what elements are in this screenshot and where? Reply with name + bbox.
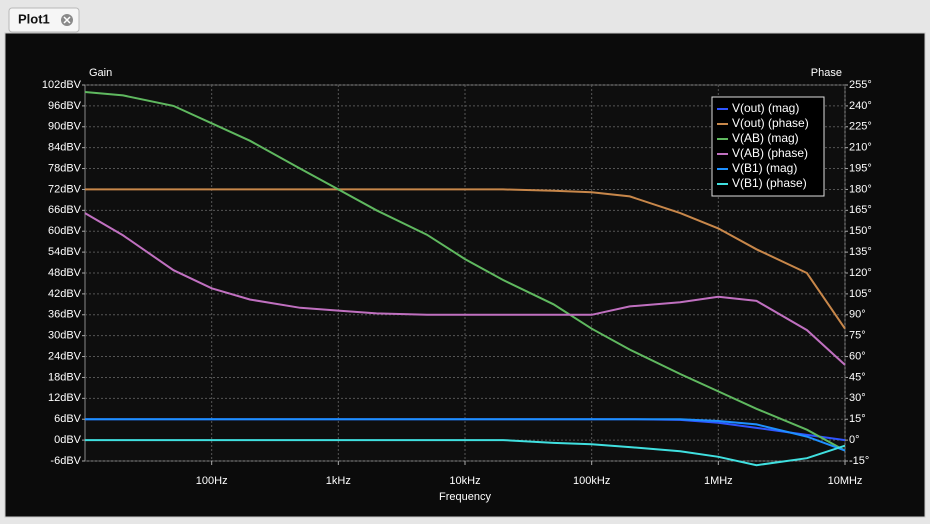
y-tick-label: 42dBV <box>48 288 82 300</box>
y-tick-label: 96dBV <box>48 100 82 112</box>
y-tick-label: 66dBV <box>48 204 82 216</box>
y-tick-label: 0dBV <box>54 434 82 446</box>
y-tick-label: 54dBV <box>48 246 82 258</box>
y2-tick-label: 15° <box>849 413 866 425</box>
y-tick-label: -6dBV <box>50 455 81 467</box>
series-line <box>84 91 846 452</box>
x-tick-label: 100Hz <box>196 475 228 487</box>
x-tick-label: 10kHz <box>449 475 480 487</box>
y2-tick-label: 75° <box>849 330 866 342</box>
y2-tick-label: 0° <box>849 434 860 446</box>
y2-tick-label: 45° <box>849 371 866 383</box>
y2-tick-label: 90° <box>849 309 866 321</box>
legend-label: V(AB) (mag) <box>732 131 799 145</box>
series-line <box>84 212 846 366</box>
y-tick-label: 102dBV <box>42 79 82 91</box>
series-line <box>85 418 846 452</box>
x-tick-label: 10MHz <box>828 475 863 487</box>
y2-tick-label: 195° <box>849 162 872 174</box>
tab-close-icon <box>63 16 71 24</box>
y-tick-label: 12dBV <box>48 392 82 404</box>
y-tick-label: 72dBV <box>48 183 82 195</box>
x-tick-label: 1MHz <box>704 475 733 487</box>
series-line <box>85 439 846 467</box>
y2-tick-label: 135° <box>849 246 872 258</box>
x-tick-label: 100kHz <box>573 475 610 487</box>
tab-title: Plot1 <box>18 11 50 26</box>
y-tick-label: 36dBV <box>48 309 82 321</box>
y2-tick-label: 150° <box>849 225 872 237</box>
y2-tick-label: 30° <box>849 392 866 404</box>
y-tick-label: 84dBV <box>48 142 82 154</box>
y2-tick-label: 105° <box>849 288 872 300</box>
y2-tick-label: 120° <box>849 267 872 279</box>
y-axis-label: Gain <box>89 67 112 79</box>
y-tick-label: 18dBV <box>48 371 82 383</box>
y2-tick-label: 210° <box>849 142 872 154</box>
legend: V(out) (mag)V(out) (phase)V(AB) (mag)V(A… <box>711 96 825 197</box>
y2-tick-label: -15° <box>849 455 869 467</box>
y2-tick-label: 225° <box>849 121 872 133</box>
legend-label: V(B1) (mag) <box>732 161 797 175</box>
legend-label: V(out) (mag) <box>732 101 799 115</box>
y-tick-label: 30dBV <box>48 330 82 342</box>
y2-tick-label: 240° <box>849 100 872 112</box>
y-tick-label: 90dBV <box>48 121 82 133</box>
y-tick-label: 60dBV <box>48 225 82 237</box>
legend-label: V(out) (phase) <box>732 116 809 130</box>
y-tick-label: 24dBV <box>48 350 82 362</box>
y-tick-label: 48dBV <box>48 267 82 279</box>
y2-tick-label: 255° <box>849 79 872 91</box>
y2-tick-label: 180° <box>849 183 872 195</box>
y-tick-label: 6dBV <box>54 413 82 425</box>
tab[interactable] <box>8 7 80 33</box>
legend-label: V(AB) (phase) <box>732 146 808 160</box>
y2-tick-label: 60° <box>849 350 866 362</box>
y2-tick-label: 165° <box>849 204 872 216</box>
y-tick-label: 78dBV <box>48 162 82 174</box>
y2-axis-label: Phase <box>811 67 842 79</box>
x-axis-label: Frequency <box>439 491 491 503</box>
legend-box <box>711 96 825 197</box>
series-line <box>85 188 846 330</box>
legend-label: V(B1) (phase) <box>732 176 807 190</box>
x-tick-label: 1kHz <box>326 475 351 487</box>
